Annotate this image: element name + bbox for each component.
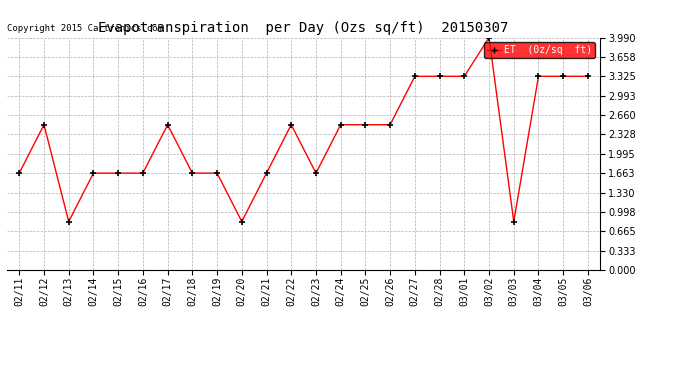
Legend: ET  (0z/sq  ft): ET (0z/sq ft) <box>484 42 595 58</box>
Title: Evapotranspiration  per Day (Ozs sq/ft)  20150307: Evapotranspiration per Day (Ozs sq/ft) 2… <box>99 21 509 35</box>
Text: Copyright 2015 Cartronics.com: Copyright 2015 Cartronics.com <box>7 24 163 33</box>
